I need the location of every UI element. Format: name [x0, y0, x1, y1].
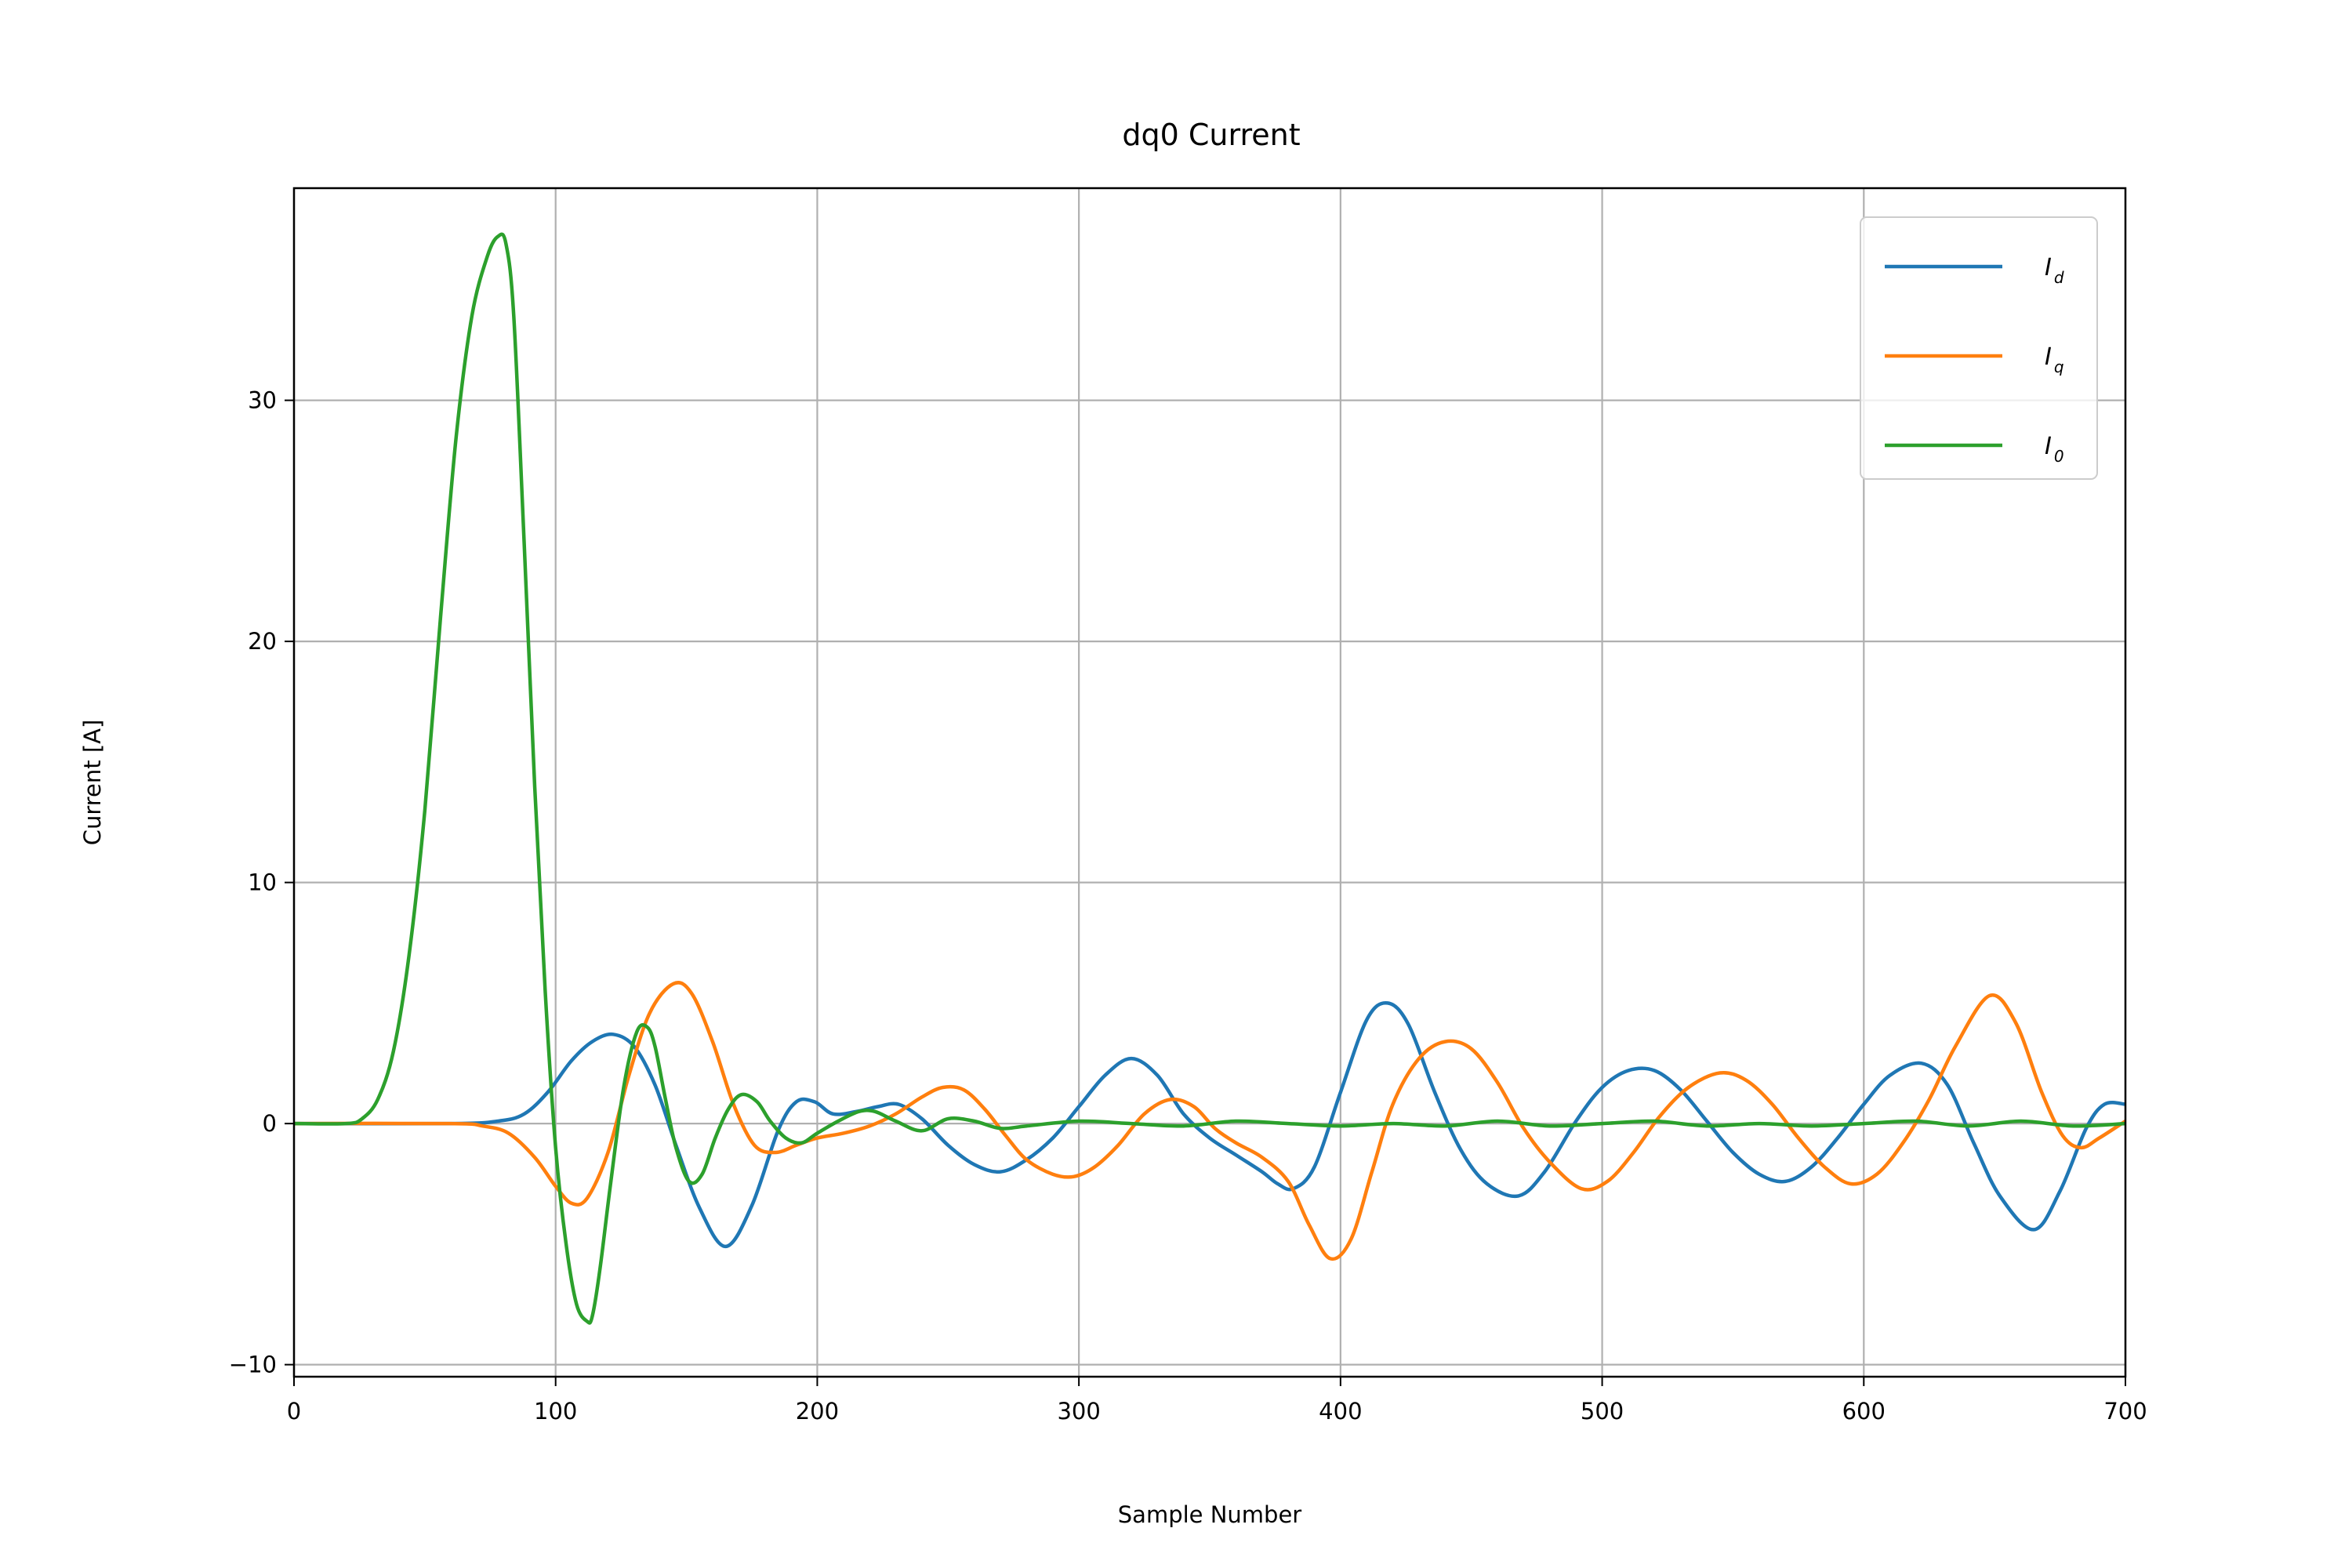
series-line-d	[293, 1000, 2126, 1249]
axis-ticks: 0 100 200 300 400 500 600 700 −10 0 10 20 30	[229, 387, 2147, 1425]
x-axis-label: Sample Number	[1118, 1501, 1302, 1528]
y-tick-label: 10	[248, 869, 277, 896]
series-line-q	[293, 981, 2127, 1261]
plot-area	[293, 232, 2127, 1325]
plot-frame	[292, 187, 2127, 1378]
y-axis-label: Current [A]	[79, 720, 106, 846]
chart-title: dq0 Current	[1122, 118, 1300, 152]
x-tick-label: 200	[796, 1398, 839, 1425]
x-tick-label: 300	[1057, 1398, 1100, 1425]
y-tick-label: −10	[229, 1352, 277, 1378]
x-tick-label: 400	[1319, 1398, 1362, 1425]
legend-box	[1860, 216, 2098, 480]
y-tick-label: 20	[248, 628, 277, 655]
series-line-0	[293, 232, 2126, 1325]
y-tick-label: 30	[248, 387, 277, 414]
x-tick-label: 0	[287, 1398, 301, 1425]
x-tick-label: 100	[534, 1398, 577, 1425]
x-tick-label: 600	[1842, 1398, 1886, 1425]
x-tick-label: 500	[1581, 1398, 1624, 1425]
x-tick-label: 700	[2103, 1398, 2147, 1425]
y-tick-label: 0	[263, 1110, 277, 1137]
